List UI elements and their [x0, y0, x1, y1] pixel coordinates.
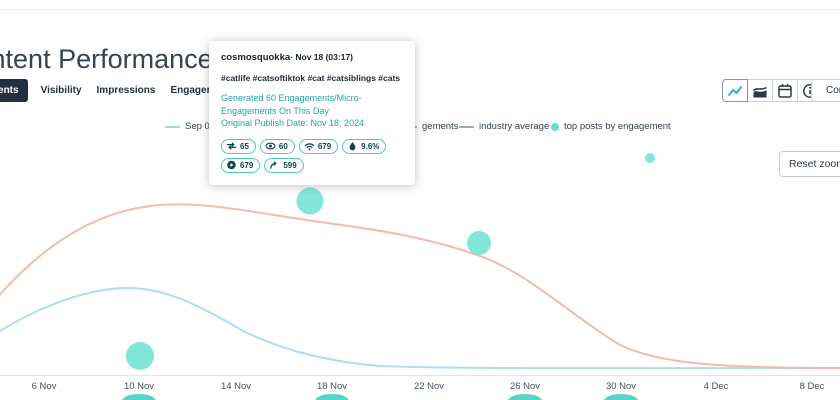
tooltip-highlight-line: Generated 60 Engagements/Micro-: [221, 93, 362, 103]
stat-pill-reach: 679: [298, 138, 339, 154]
x-axis-label: 6 Nov: [31, 381, 57, 392]
top-post-bubble[interactable]: [467, 231, 491, 255]
legend-item-industry-average[interactable]: industry average: [459, 121, 549, 132]
x-axis-label: 18 Nov: [316, 381, 348, 392]
tooltip-header: cosmosquokka· Nov 18 (03:17): [221, 52, 403, 63]
x-axis-label: 4 Dec: [703, 381, 729, 392]
stat-pill-views: 60: [259, 138, 295, 154]
calendar-button[interactable]: [772, 79, 798, 102]
connect-button[interactable]: Con: [811, 79, 840, 102]
x-axis-label: 10 Nov: [123, 381, 155, 392]
top-post-bubble[interactable]: [126, 342, 154, 370]
bottom-date-markers: [122, 394, 638, 400]
retweet-icon: [226, 142, 237, 150]
droplet-icon: [349, 142, 356, 151]
tab-engagements[interactable]: Engagements: [0, 79, 28, 102]
stat-pill-engagement-rate: 9.6%: [342, 138, 387, 154]
top-post-bubbles[interactable]: [126, 153, 655, 370]
legend-item-top-posts[interactable]: top posts by engagement: [551, 121, 671, 132]
stat-pill-plays: 679: [221, 157, 261, 173]
page-title: Content Performance: [0, 44, 213, 75]
reset-zoom-button[interactable]: Reset zoom: [779, 151, 840, 177]
tooltip-publish-date: Original Publish Date: Nov 18, 2024: [221, 118, 365, 129]
blue-series-line: [0, 286, 840, 370]
tooltip-highlight-line: Engagements On This Day: [221, 105, 329, 116]
area-chart-icon: [752, 86, 767, 97]
top-post-bubble[interactable]: [296, 187, 324, 215]
line-chart-toggle-button[interactable]: [722, 79, 748, 102]
line-chart-icon: [727, 85, 743, 96]
top-post-bubble[interactable]: [645, 153, 655, 163]
area-chart-toggle-button[interactable]: [747, 79, 773, 102]
wifi-icon: [304, 143, 315, 151]
share-icon: [270, 161, 277, 170]
stat-pill-shares: 599: [264, 157, 304, 173]
legend-dot-swatch: [551, 122, 559, 131]
post-tooltip: cosmosquokka· Nov 18 (03:17) #catlife #c…: [209, 41, 415, 185]
top-divider: [0, 9, 840, 10]
legend-line-swatch: [459, 125, 474, 128]
x-axis-label: 22 Nov: [413, 381, 445, 392]
x-axis-label: 14 Nov: [220, 381, 252, 392]
tooltip-timestamp: · Nov 18 (03:17): [290, 52, 354, 62]
tooltip-username: cosmosquokka: [221, 52, 291, 63]
tab-impressions[interactable]: Impressions: [95, 79, 158, 102]
pink-series-line: [0, 203, 840, 369]
x-axis-label: 8 Dec: [799, 381, 825, 392]
eye-icon: [265, 142, 276, 150]
x-axis-label: 30 Nov: [605, 381, 637, 392]
tab-visibility[interactable]: Visibility: [39, 79, 84, 102]
tooltip-highlight: Generated 60 Engagements/Micro- Engageme…: [221, 92, 403, 130]
tooltip-hashtags: #catlife #catsoftiktok #cat #catsiblings…: [221, 73, 401, 83]
legend-line-swatch: [165, 125, 180, 128]
stat-pill-retweets: 65: [221, 138, 256, 154]
x-axis-label: 26 Nov: [509, 381, 541, 392]
chart-toolbar: [722, 79, 823, 102]
play-icon: [227, 161, 236, 170]
calendar-icon: [778, 83, 792, 98]
legend-item-period[interactable]: Sep 01: [165, 121, 215, 132]
tooltip-stats: 65 60 679 9.6%: [221, 138, 403, 173]
